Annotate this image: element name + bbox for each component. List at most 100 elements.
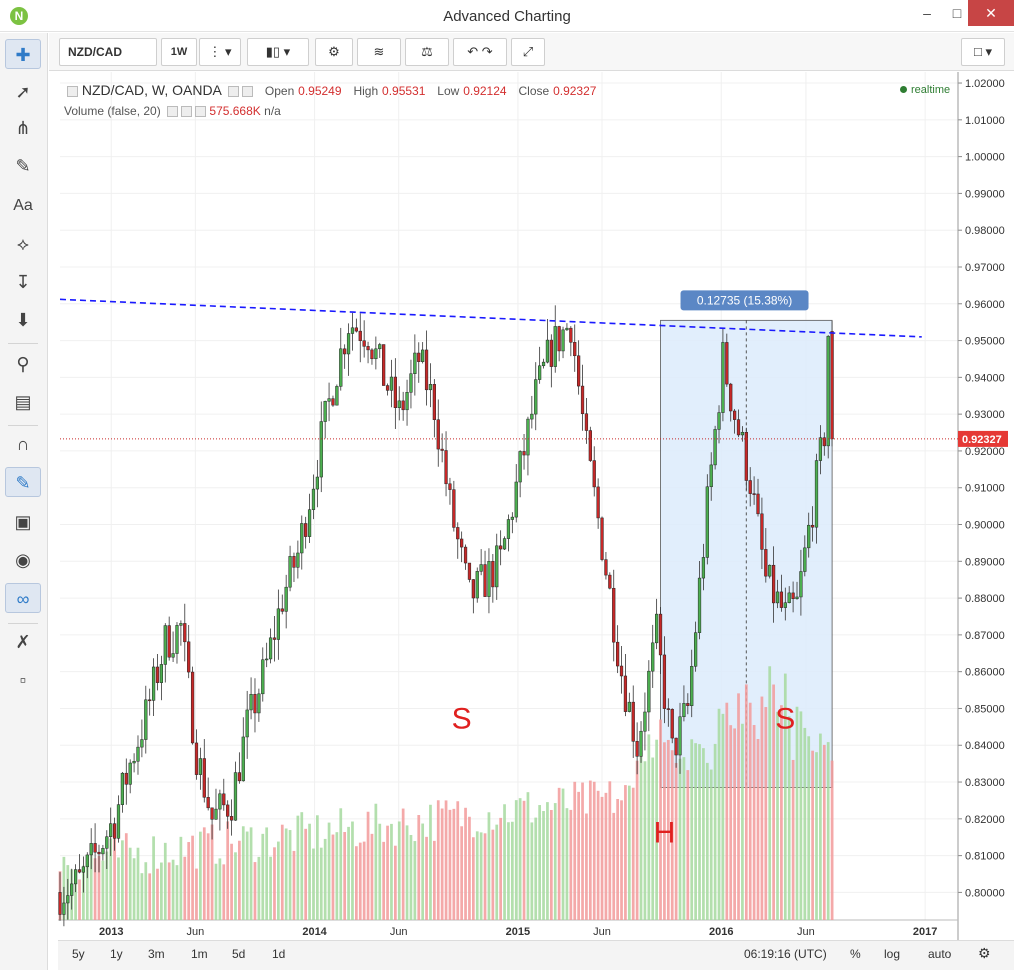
chart-type-icon[interactable]: ▮▯ ▾ xyxy=(247,38,309,66)
candle-body xyxy=(296,552,300,568)
candle-body xyxy=(148,699,152,702)
zoom-icon[interactable]: ⚲ xyxy=(16,354,30,374)
chart-area[interactable]: 1.02000 1.01000 1.00000 0.99000 0.98000 0.970… xyxy=(58,72,1014,970)
volume-bar xyxy=(323,838,327,920)
candle-body xyxy=(151,666,156,701)
trash-icon[interactable]: ▫ xyxy=(19,670,27,690)
lock-icon[interactable]: ▣ xyxy=(14,512,32,532)
y-tick-label: 0.94000 xyxy=(965,372,1005,384)
measure-icon[interactable]: ↧ xyxy=(15,272,31,292)
candle-body xyxy=(436,419,440,450)
link-icon[interactable]: ∞ xyxy=(5,583,41,613)
symbol-input[interactable]: NZD/CAD xyxy=(59,38,157,66)
volume-bar xyxy=(121,840,124,920)
log-toggle[interactable]: log xyxy=(884,947,901,961)
bottom-settings-icon[interactable]: ⚙ xyxy=(978,945,991,961)
volume-bar xyxy=(382,841,386,920)
range-5y[interactable]: 5y xyxy=(72,947,85,961)
pattern-annotation: S xyxy=(775,703,795,736)
layout-dropdown-icon[interactable]: □ ▾ xyxy=(961,38,1005,66)
y-tick-label: 0.90000 xyxy=(965,520,1005,532)
volume-legend: Volume (false, 20) 575.668K n/a xyxy=(64,104,281,118)
candle-body xyxy=(183,623,187,643)
interval-button[interactable]: 1W xyxy=(161,38,197,66)
candle-body xyxy=(190,671,195,744)
volume-bar xyxy=(113,836,116,920)
settings-tools-icon[interactable]: ✗ xyxy=(15,632,31,652)
volume-bar xyxy=(444,800,448,920)
range-1m[interactable]: 1m xyxy=(191,947,208,961)
volume-bar xyxy=(702,748,705,920)
pitchfork-icon[interactable]: ⋔ xyxy=(15,118,31,138)
realtime-dot-icon xyxy=(900,86,907,93)
ruler-icon[interactable]: ▤ xyxy=(14,392,32,412)
candle-body xyxy=(709,464,713,488)
candle-body xyxy=(401,400,405,411)
restore-icon[interactable]: □ xyxy=(952,5,962,21)
crosshair-icon[interactable]: ✚ xyxy=(5,39,41,69)
volume-bar xyxy=(300,812,304,920)
interval-dropdown-icon[interactable]: ⋮ ▾ xyxy=(199,38,241,66)
minimize-icon[interactable]: – xyxy=(923,5,931,21)
candle-body xyxy=(311,488,316,510)
trend-line-icon[interactable]: ➚ xyxy=(15,82,31,102)
volume-bar xyxy=(163,842,167,920)
gear-icon[interactable]: ⚙ xyxy=(315,38,353,66)
collapse-icon[interactable] xyxy=(67,86,78,97)
volume-close-icon[interactable] xyxy=(195,106,207,117)
x-tick-label: Jun xyxy=(390,926,408,938)
volume-bar xyxy=(663,742,666,920)
text-tool-icon[interactable]: Aa xyxy=(13,197,33,214)
y-tick-label: 0.98000 xyxy=(965,225,1005,237)
candle-body xyxy=(534,379,538,415)
pattern-icon[interactable]: ⟡ xyxy=(17,234,29,254)
candle-body xyxy=(604,559,608,576)
x-tick-label: 2014 xyxy=(302,926,327,938)
fullscreen-icon[interactable]: ⤢ xyxy=(511,38,545,66)
volume-bar xyxy=(565,808,569,920)
candle-body xyxy=(288,556,292,588)
volume-bar xyxy=(772,684,775,920)
brush-icon[interactable]: ✎ xyxy=(15,156,31,176)
range-3m[interactable]: 3m xyxy=(148,947,165,961)
compare-icon[interactable]: ⚖ xyxy=(405,38,449,66)
resistance-trendline xyxy=(59,298,922,338)
volume-bar xyxy=(152,836,155,920)
last-price-label: 0.92327 xyxy=(962,434,1002,446)
eye-icon[interactable] xyxy=(228,86,240,97)
volume-bar xyxy=(366,811,370,920)
volume-bar xyxy=(354,846,358,920)
volume-bar xyxy=(538,805,542,920)
candle-body xyxy=(194,742,199,775)
volume-bar xyxy=(690,739,694,920)
candle-body xyxy=(202,758,206,798)
stay-drawing-icon[interactable]: ✎ xyxy=(5,467,41,497)
x-tick-label: Jun xyxy=(186,926,204,938)
range-1d[interactable]: 1d xyxy=(272,947,286,961)
volume-bar xyxy=(666,739,670,920)
undo-redo-icon[interactable]: ↶ ↷ xyxy=(453,38,507,66)
volume-bar xyxy=(93,858,97,920)
arrow-down-icon[interactable]: ⬇ xyxy=(15,310,31,330)
candle-body xyxy=(510,516,514,520)
close-icon[interactable]: ✕ xyxy=(968,0,1014,26)
indicators-icon[interactable]: ≋ xyxy=(357,38,401,66)
magnet-icon[interactable]: ∩ xyxy=(16,434,30,454)
volume-eye-icon[interactable] xyxy=(167,106,179,117)
range-5d[interactable]: 5d xyxy=(232,947,246,961)
candle-body xyxy=(253,694,257,714)
legend-settings-icon[interactable] xyxy=(242,86,254,97)
price-chart[interactable]: 1.02000 1.01000 1.00000 0.99000 0.98000 0.970… xyxy=(58,72,1014,940)
volume-bar xyxy=(218,858,222,920)
volume-bar xyxy=(288,830,292,920)
auto-toggle[interactable]: auto xyxy=(928,947,952,961)
percent-toggle[interactable]: % xyxy=(850,947,861,961)
volume-bar xyxy=(561,788,565,920)
range-1y[interactable]: 1y xyxy=(110,947,123,961)
volume-settings-icon[interactable] xyxy=(181,106,193,117)
hide-icon[interactable]: ◉ xyxy=(15,550,31,570)
candle-body xyxy=(421,349,425,362)
candle-body xyxy=(678,716,682,756)
volume-title: Volume (false, 20) xyxy=(64,104,161,118)
volume-bar xyxy=(230,843,233,920)
